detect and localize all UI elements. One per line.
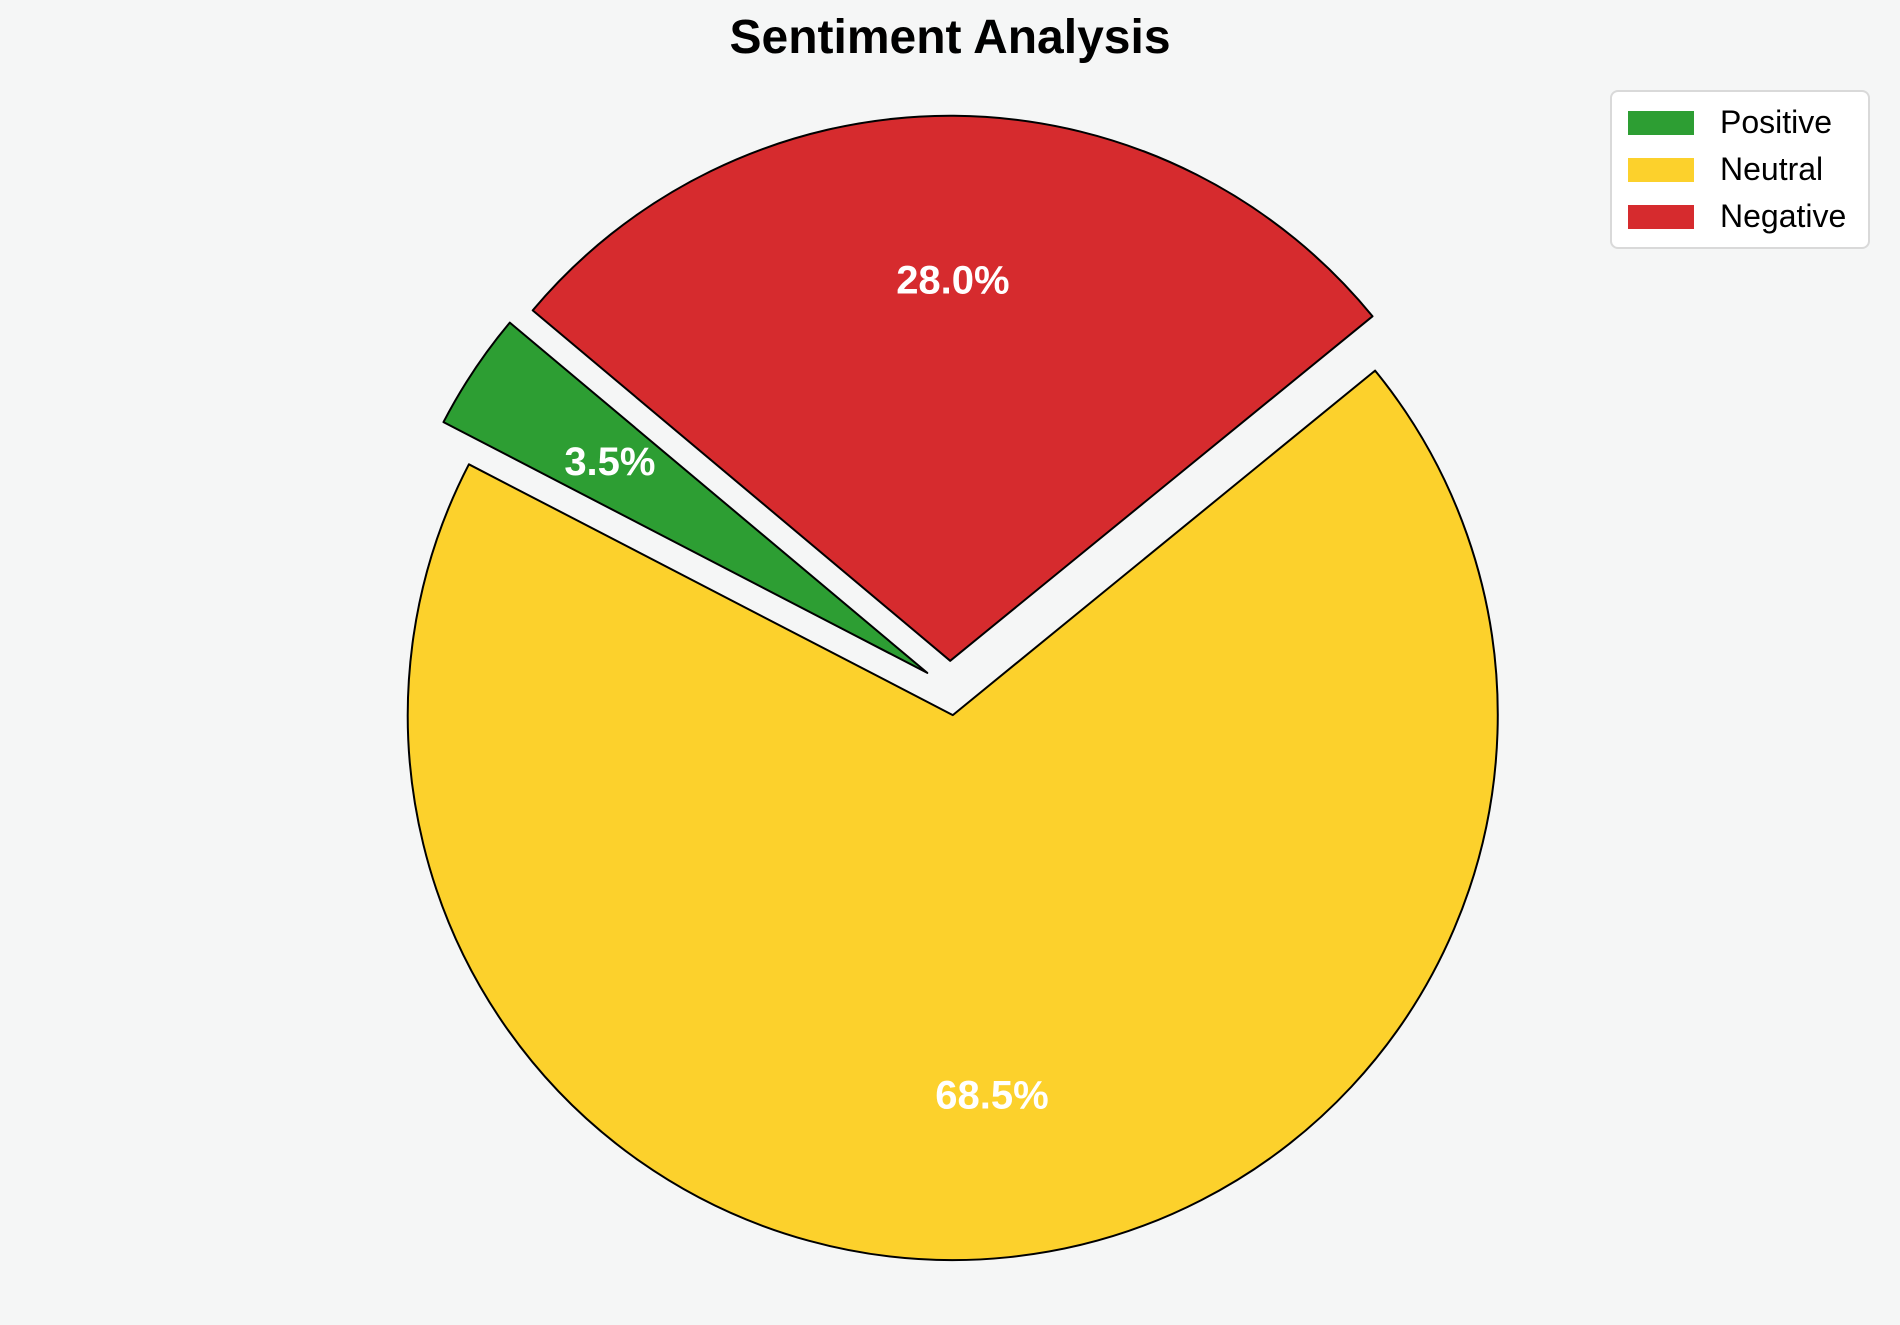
legend-label-negative: Negative bbox=[1720, 198, 1847, 234]
pie-label-positive: 3.5% bbox=[564, 440, 655, 484]
pie-slice-negative bbox=[531, 114, 1374, 662]
legend-item-negative: Negative bbox=[1628, 198, 1846, 235]
legend-item-neutral: Neutral bbox=[1628, 151, 1846, 188]
legend-label-neutral: Neutral bbox=[1720, 151, 1824, 187]
pie-label-neutral: 68.5% bbox=[935, 1074, 1048, 1118]
legend-swatch-negative bbox=[1628, 204, 1694, 229]
chart-title: Sentiment Analysis bbox=[729, 11, 1171, 64]
legend-swatch-positive bbox=[1628, 110, 1694, 135]
pie-slice-positive bbox=[442, 321, 929, 674]
legend-swatch-neutral bbox=[1628, 157, 1694, 182]
legend: Positive Neutral Negative bbox=[1610, 90, 1871, 249]
pie-slice-neutral bbox=[406, 369, 1499, 1262]
pie-label-negative: 28.0% bbox=[896, 258, 1009, 302]
legend-item-positive: Positive bbox=[1628, 104, 1846, 141]
legend-label-positive: Positive bbox=[1720, 104, 1833, 140]
